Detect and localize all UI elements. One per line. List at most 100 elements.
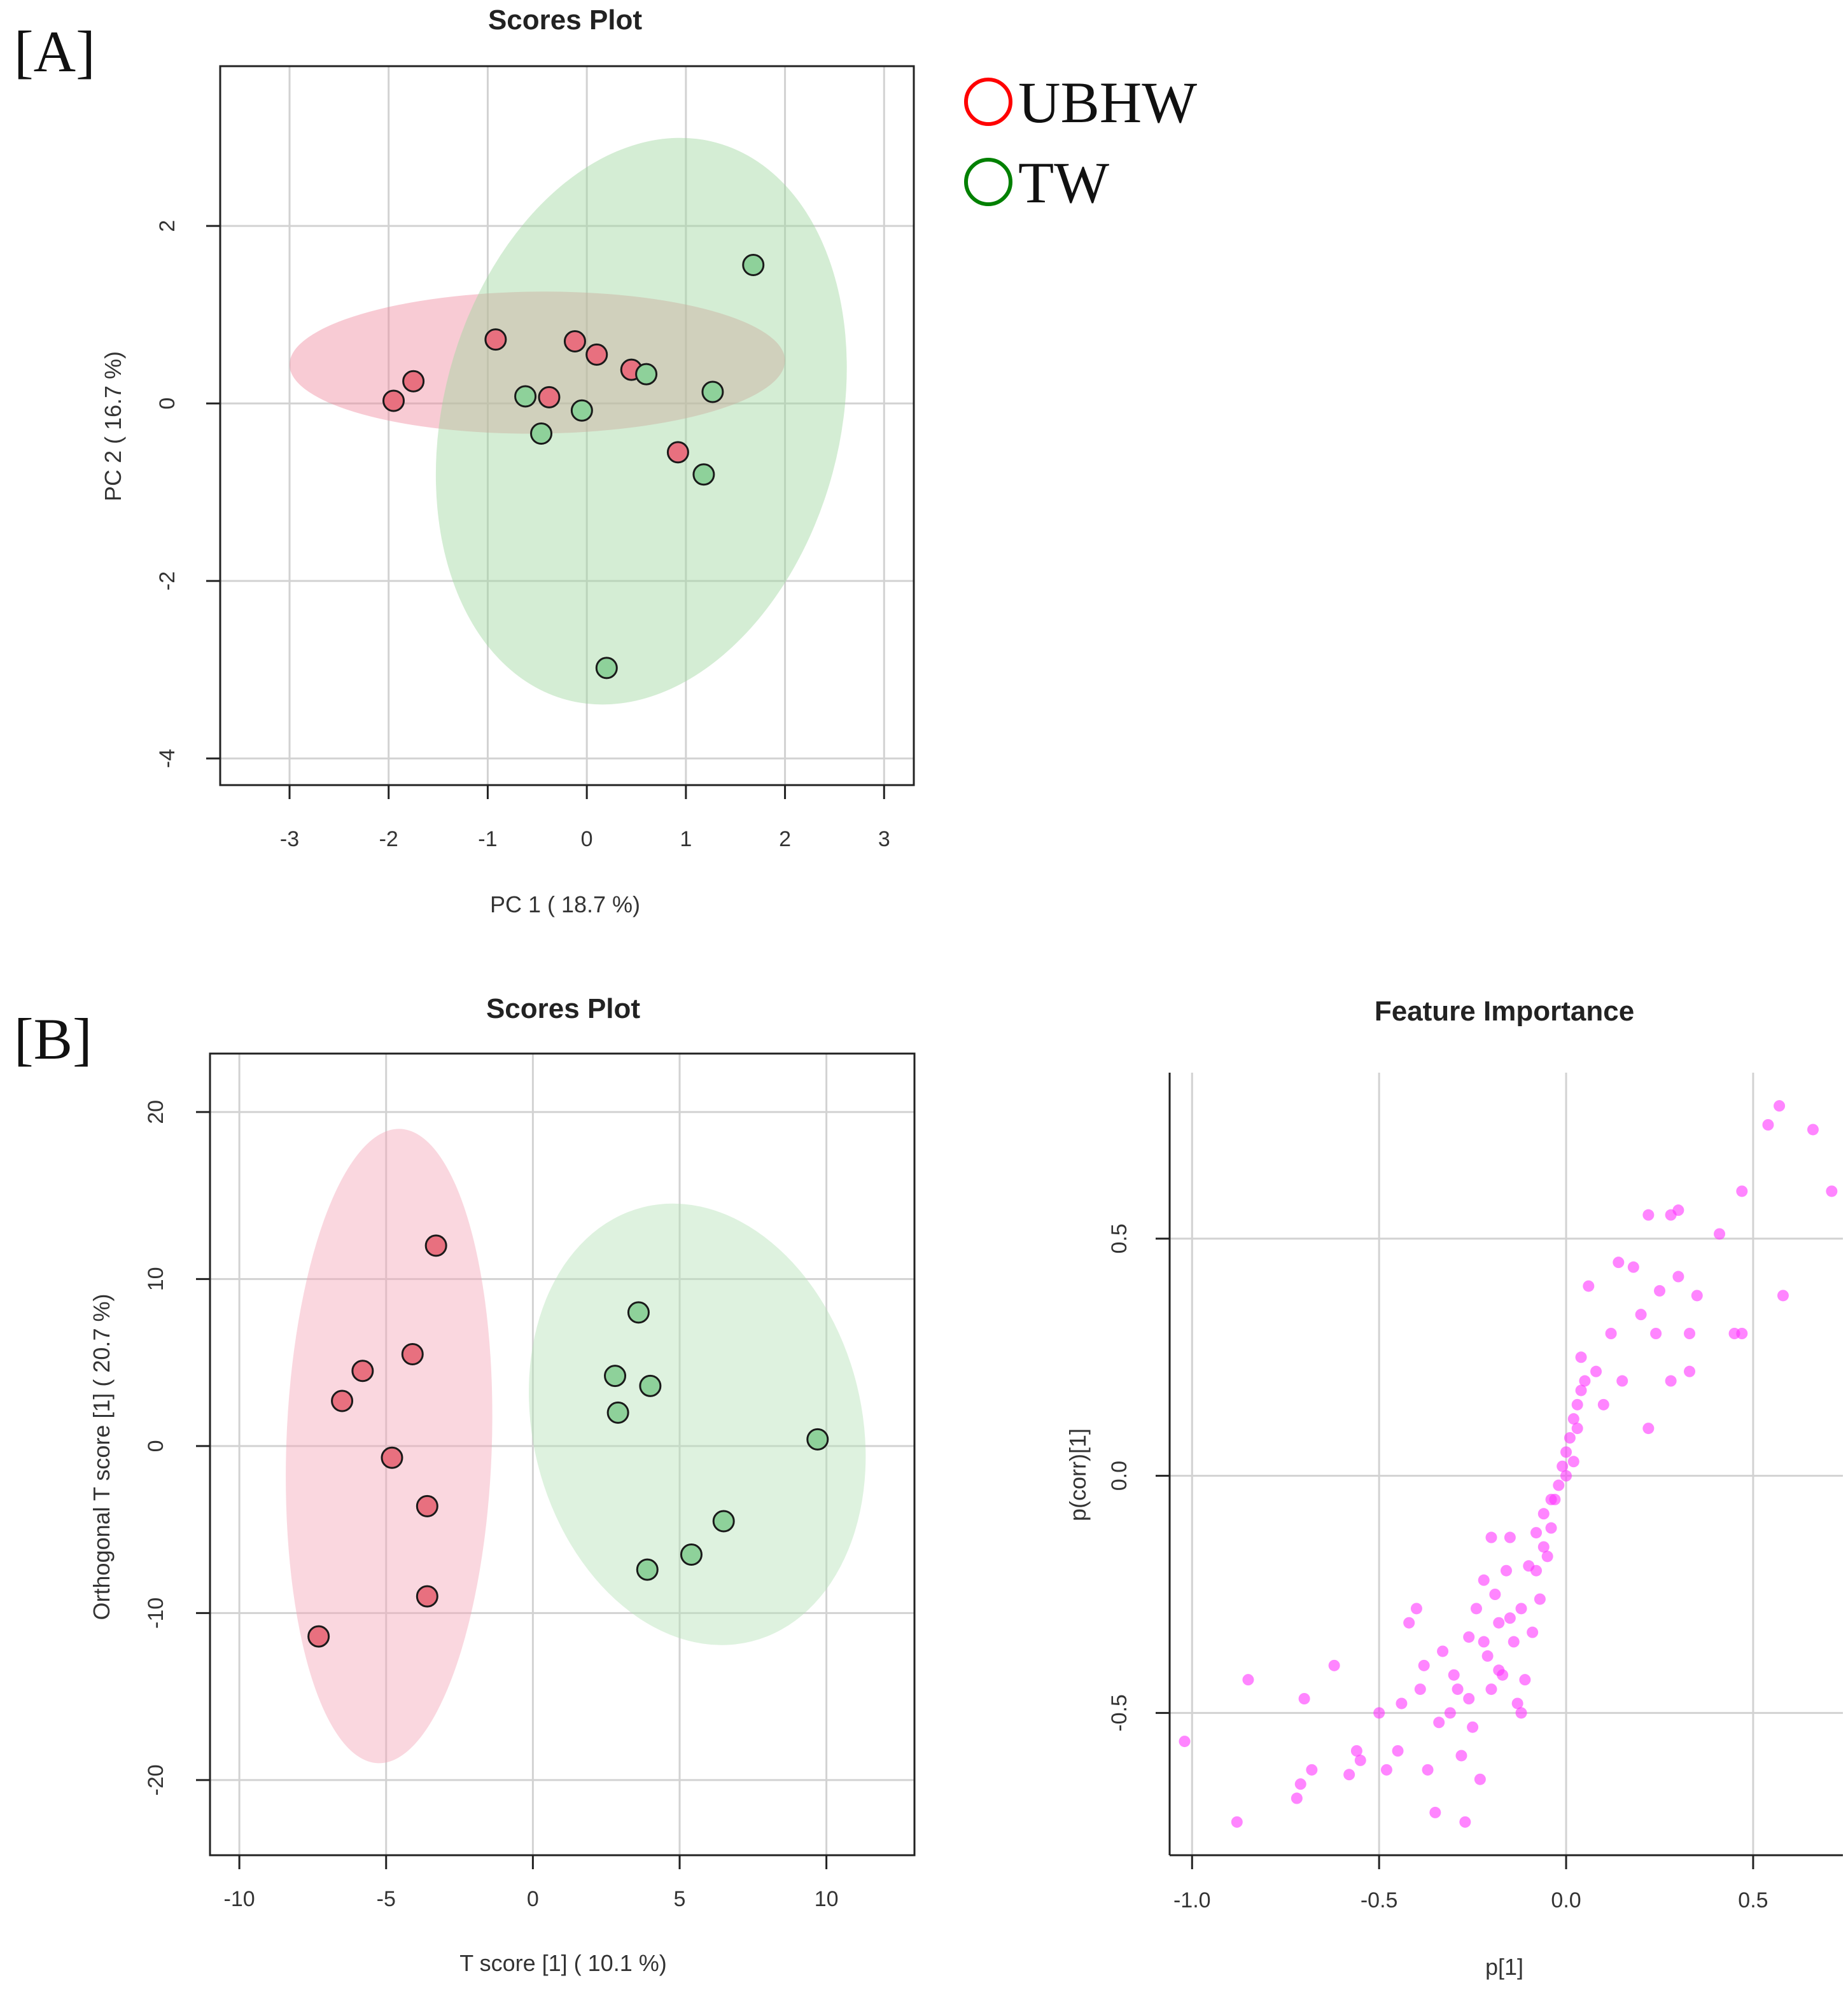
feature-point	[1736, 1328, 1748, 1339]
feature-point	[1478, 1574, 1490, 1586]
splot-grid	[1170, 1073, 1843, 1855]
feature-point	[1478, 1636, 1490, 1648]
y-tick-label: -10	[144, 1598, 168, 1629]
feature-point	[1627, 1261, 1639, 1273]
pca-y-ticks: -4 -2 0 2	[155, 220, 220, 768]
splot-x-ticks: -1.0 -0.5 0.0 0.5	[1173, 1855, 1768, 1912]
y-tick-label: 0.5	[1107, 1223, 1131, 1253]
feature-point	[1597, 1398, 1609, 1410]
x-tick-label: 3	[878, 827, 890, 851]
oplsda-points	[307, 1234, 829, 1648]
feature-point	[1414, 1683, 1426, 1696]
feature-point	[1736, 1185, 1748, 1197]
y-tick-label: -4	[155, 749, 179, 768]
feature-point	[1452, 1683, 1464, 1696]
oplsda-x-axis-label: T score [1] ( 10.1 %)	[459, 1950, 666, 1976]
feature-point	[1515, 1603, 1527, 1615]
feature-point	[1616, 1375, 1628, 1387]
y-tick-label: -0.5	[1107, 1694, 1131, 1732]
score-point-ubhw	[538, 386, 561, 408]
feature-point	[1485, 1683, 1497, 1696]
feature-point	[1501, 1564, 1512, 1577]
feature-point	[1422, 1764, 1434, 1776]
feature-point	[1650, 1328, 1662, 1339]
confidence-ellipse-tw	[528, 1203, 866, 1645]
confidence-ellipse-ubhw	[286, 1129, 493, 1764]
x-tick-label: 0	[581, 827, 593, 851]
splot-y-ticks: -0.5 0.0 0.5	[1107, 1223, 1170, 1732]
feature-point	[1665, 1375, 1677, 1387]
oplsda-y-ticks: -20 -10 0 10 20	[144, 1100, 210, 1795]
score-point-tw	[742, 253, 765, 276]
feature-point	[1519, 1674, 1531, 1686]
feature-importance-plot: Feature Importance -1.0 -0.5 0.0 0.5 -0.5 0.…	[1065, 996, 1843, 1980]
feature-point	[1534, 1593, 1546, 1605]
feature-point	[1605, 1328, 1617, 1339]
feature-point	[1459, 1816, 1471, 1828]
y-tick-label: 10	[144, 1267, 168, 1291]
score-point-tw	[604, 1365, 627, 1388]
feature-point	[1463, 1693, 1475, 1704]
feature-point	[1504, 1531, 1516, 1543]
splot-y-axis-label: p(corr)[1]	[1065, 1428, 1091, 1521]
y-tick-label: -20	[144, 1764, 168, 1795]
feature-point	[1504, 1612, 1516, 1624]
splot-x-axis-label: p[1]	[1485, 1954, 1523, 1980]
feature-point	[1545, 1493, 1557, 1505]
feature-point	[1291, 1792, 1303, 1804]
feature-point	[1564, 1432, 1576, 1444]
feature-point	[1433, 1717, 1445, 1729]
feature-point	[1380, 1764, 1392, 1776]
feature-point	[1403, 1617, 1415, 1629]
feature-point	[1545, 1522, 1557, 1534]
splot-axis-lines	[1168, 1073, 1843, 1856]
score-point-tw	[514, 385, 537, 408]
x-tick-label: -3	[280, 827, 299, 851]
feature-point	[1684, 1328, 1696, 1339]
x-tick-label: 10	[815, 1887, 839, 1911]
feature-point	[1826, 1185, 1838, 1197]
feature-point	[1437, 1645, 1449, 1657]
score-point-ubhw	[382, 389, 405, 412]
score-point-ubhw	[585, 343, 608, 366]
feature-point	[1444, 1707, 1456, 1719]
feature-point	[1530, 1564, 1543, 1577]
feature-point	[1777, 1290, 1789, 1302]
pca-title: Scores Plot	[488, 4, 642, 36]
score-point-tw	[806, 1428, 829, 1451]
feature-point	[1684, 1365, 1696, 1377]
feature-point	[1467, 1721, 1479, 1733]
feature-point	[1560, 1446, 1572, 1458]
feature-point	[1537, 1541, 1550, 1553]
feature-point	[1343, 1769, 1355, 1781]
feature-point	[1298, 1693, 1310, 1704]
feature-point	[1392, 1745, 1404, 1757]
feature-point	[1579, 1375, 1591, 1387]
score-point-ubhw	[424, 1234, 447, 1257]
legend-ubhw-label: UBHW	[1018, 70, 1197, 135]
feature-point	[1590, 1365, 1602, 1377]
feature-point	[1672, 1271, 1684, 1283]
y-tick-label: 0.0	[1107, 1461, 1131, 1491]
feature-point	[1530, 1527, 1543, 1539]
score-point-tw	[627, 1301, 650, 1324]
x-tick-label: 1	[680, 827, 692, 851]
pca-ellipses	[290, 137, 847, 705]
pca-plot-frame	[219, 65, 915, 786]
oplsda-plot-frame	[209, 1052, 916, 1856]
feature-point	[1179, 1736, 1191, 1748]
x-tick-label: 0	[527, 1887, 539, 1911]
score-point-ubhw	[351, 1360, 374, 1383]
feature-point	[1571, 1423, 1583, 1435]
feature-point	[1493, 1617, 1505, 1629]
feature-point	[1537, 1508, 1550, 1520]
feature-point	[1541, 1550, 1553, 1563]
feature-point	[1613, 1257, 1625, 1269]
feature-point	[1354, 1754, 1366, 1766]
pca-x-axis-label: PC 1 ( 18.7 %)	[490, 891, 640, 917]
pca-points	[382, 253, 765, 679]
feature-point	[1642, 1209, 1655, 1221]
x-tick-label: 2	[779, 827, 791, 851]
x-tick-label: 5	[674, 1887, 686, 1911]
x-tick-label: -10	[224, 1887, 255, 1911]
